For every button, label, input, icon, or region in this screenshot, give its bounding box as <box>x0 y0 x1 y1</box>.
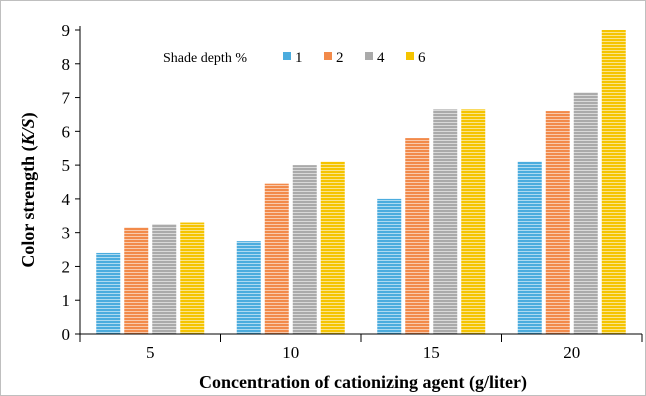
legend-swatch-1 <box>283 52 291 60</box>
bar-series-2-10 <box>264 183 289 334</box>
y-tick-label: 7 <box>62 89 71 108</box>
bar-series-6-5 <box>180 222 205 334</box>
x-tick-label: 15 <box>423 343 440 362</box>
y-tick-label: 0 <box>62 325 71 344</box>
y-tick-label: 1 <box>62 291 71 310</box>
x-tick-label: 5 <box>146 343 155 362</box>
y-tick-label: 8 <box>62 55 71 74</box>
bar-series-6-15 <box>461 109 486 334</box>
legend-label-2: 2 <box>336 50 344 66</box>
bar-series-4-5 <box>152 224 177 334</box>
bar-series-4-15 <box>433 109 458 334</box>
y-axis-title-prefix: Color strength ( <box>18 145 39 267</box>
bar-series-6-10 <box>320 161 345 334</box>
bar-series-4-10 <box>292 165 317 334</box>
bar-series-1-5 <box>96 252 121 334</box>
y-tick-label: 5 <box>62 156 71 175</box>
y-tick-label: 4 <box>62 190 71 209</box>
y-tick-label: 2 <box>62 257 71 276</box>
legend-swatch-6 <box>406 52 414 60</box>
legend-swatch-4 <box>365 52 373 60</box>
legend-swatch-2 <box>324 52 332 60</box>
bar-series-2-15 <box>405 138 430 334</box>
y-tick-label: 3 <box>62 224 71 243</box>
y-tick-label: 9 <box>62 21 71 40</box>
legend: Shade depth % 1 2 4 6 <box>163 50 426 66</box>
legend-title: Shade depth % <box>163 51 247 66</box>
x-axis-title: Concentration of cationizing agent (g/li… <box>199 372 527 393</box>
x-tick-label: 20 <box>563 343 580 362</box>
y-axis-title-suffix: ) <box>18 112 39 118</box>
y-axis-title-variable: K/S <box>18 118 38 146</box>
bar-series-4-20 <box>573 92 598 334</box>
legend-label-4: 4 <box>377 50 385 66</box>
legend-label-1: 1 <box>295 50 303 66</box>
bar-series-1-20 <box>517 161 542 334</box>
bar-series-1-15 <box>377 198 402 334</box>
x-tick-label: 10 <box>282 343 299 362</box>
y-tick-label: 6 <box>62 122 71 141</box>
y-axis-title: Color strength (K/S) <box>18 112 39 267</box>
bar-series-2-20 <box>545 111 570 334</box>
bars <box>96 30 626 334</box>
axes: 0 1 2 3 4 5 6 7 8 9 5 10 15 20 <box>62 21 643 362</box>
bar-series-6-20 <box>601 30 626 334</box>
legend-label-6: 6 <box>418 50 426 66</box>
bar-series-2-5 <box>124 227 149 334</box>
bar-series-1-10 <box>236 241 261 334</box>
